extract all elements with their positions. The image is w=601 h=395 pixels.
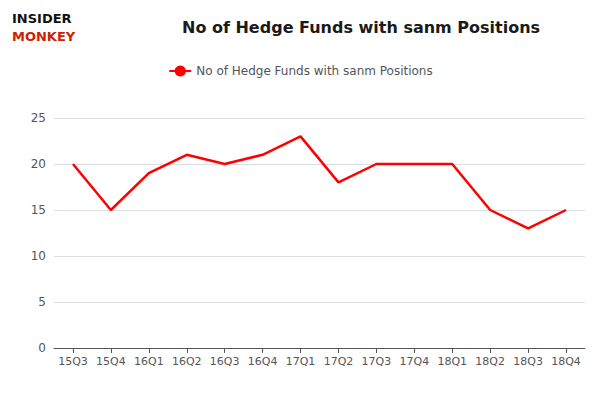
svg-text:17Q2: 17Q2 — [324, 355, 354, 368]
svg-text:16Q2: 16Q2 — [172, 355, 202, 368]
svg-text:17Q1: 17Q1 — [286, 355, 316, 368]
svg-text:0: 0 — [38, 341, 46, 355]
svg-text:15Q3: 15Q3 — [58, 355, 88, 368]
svg-text:15Q4: 15Q4 — [96, 355, 126, 368]
svg-text:17Q3: 17Q3 — [362, 355, 392, 368]
svg-text:18Q4: 18Q4 — [551, 355, 581, 368]
svg-text:25: 25 — [31, 111, 46, 125]
svg-text:16Q1: 16Q1 — [134, 355, 164, 368]
svg-text:No of Hedge Funds with sanm Po: No of Hedge Funds with sanm Positions — [196, 64, 432, 78]
svg-text:17Q4: 17Q4 — [399, 355, 429, 368]
svg-text:18Q3: 18Q3 — [513, 355, 543, 368]
svg-text:MONKEY: MONKEY — [12, 29, 76, 44]
svg-text:20: 20 — [31, 157, 46, 171]
svg-text:10: 10 — [31, 249, 46, 263]
svg-text:5: 5 — [38, 295, 46, 309]
svg-text:18Q2: 18Q2 — [475, 355, 505, 368]
svg-text:16Q4: 16Q4 — [248, 355, 278, 368]
svg-text:18Q1: 18Q1 — [437, 355, 467, 368]
svg-text:No of Hedge Funds with sanm Po: No of Hedge Funds with sanm Positions — [182, 18, 540, 37]
svg-text:INSIDER: INSIDER — [12, 11, 72, 26]
svg-text:15: 15 — [31, 203, 46, 217]
svg-text:16Q3: 16Q3 — [210, 355, 240, 368]
